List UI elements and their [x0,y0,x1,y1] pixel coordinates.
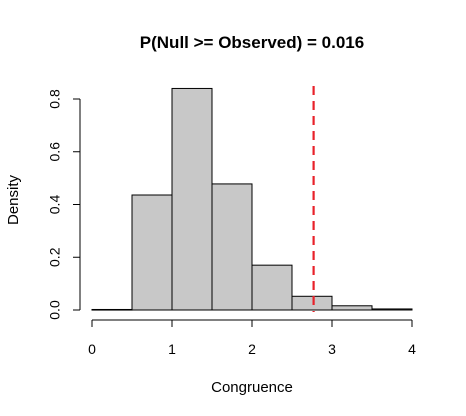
histogram-bar [371,308,413,311]
y-tick-label: 0.0 [47,300,63,320]
y-tick-label: 0.4 [47,195,63,215]
y-tick-label: 0.8 [47,89,63,109]
x-tick-label: 0 [88,341,96,357]
x-axis: 0 1 2 3 4 [88,319,416,357]
y-tick-label: 0.2 [47,247,63,267]
x-tick-label: 3 [328,341,336,357]
histogram-bar [331,305,373,311]
x-axis-label: Congruence [211,379,293,396]
y-axis-label: Density [5,174,22,225]
histogram-bars [91,87,413,311]
x-tick-label: 4 [408,341,416,357]
histogram-bar [131,194,173,311]
histogram-bar [211,183,253,311]
chart-title: P(Null >= Observed) = 0.016 [140,33,364,52]
x-tick-label: 2 [248,341,256,357]
histogram-bar [291,295,333,311]
histogram-bar [251,264,293,311]
x-tick-label: 1 [168,341,176,357]
y-tick-label: 0.6 [47,142,63,162]
y-axis: 0.0 0.2 0.4 0.6 0.8 [47,89,81,320]
histogram-bar [91,308,133,311]
histogram-bar [171,87,213,311]
